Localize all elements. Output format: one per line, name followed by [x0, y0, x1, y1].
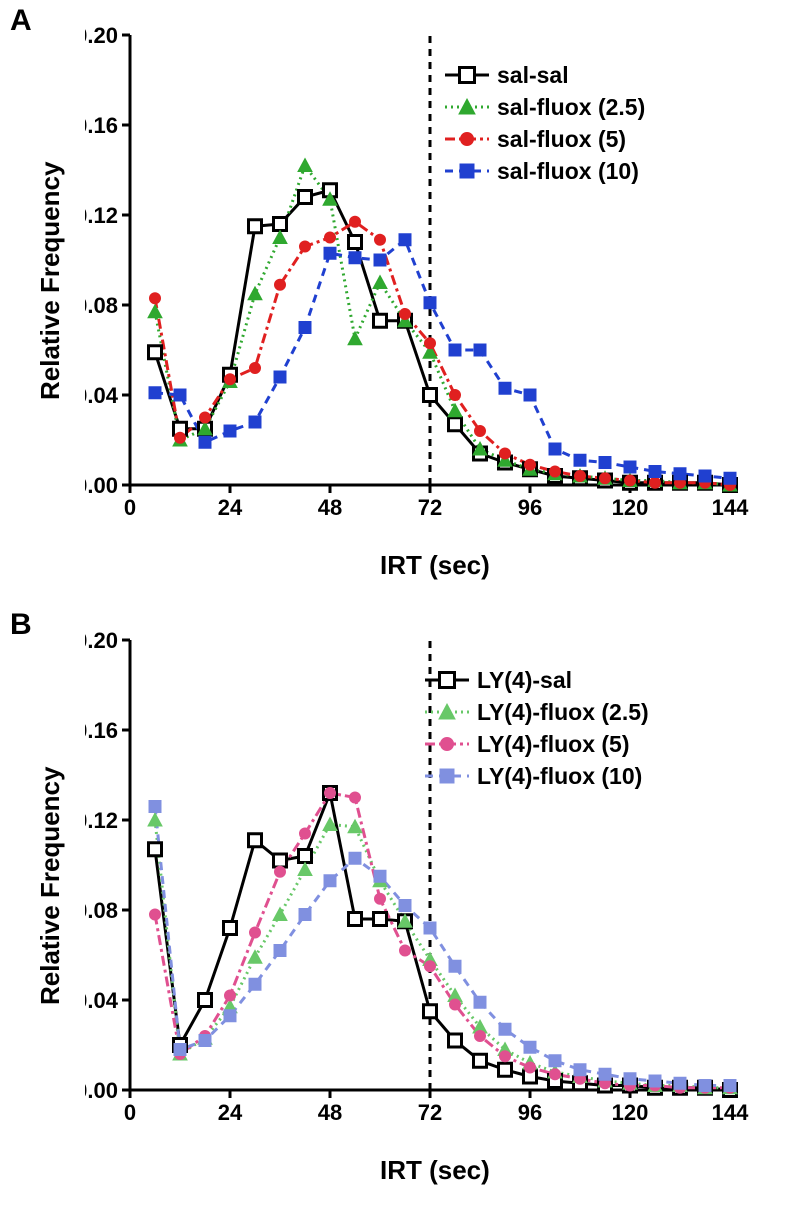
- panel-b-label: B: [10, 608, 32, 642]
- svg-text:24: 24: [218, 1100, 243, 1125]
- svg-text:0.16: 0.16: [85, 718, 118, 743]
- legend-label: sal-fluox (2.5): [497, 94, 645, 120]
- legend-label: LY(4)-sal: [477, 667, 572, 693]
- legend-label: sal-fluox (10): [497, 158, 639, 184]
- svg-text:0.16: 0.16: [85, 113, 118, 138]
- svg-text:0.12: 0.12: [85, 808, 118, 833]
- svg-text:24: 24: [218, 495, 243, 520]
- svg-text:0.00: 0.00: [85, 473, 118, 498]
- svg-text:0.08: 0.08: [85, 293, 118, 318]
- svg-text:0.04: 0.04: [85, 383, 119, 408]
- svg-text:0.20: 0.20: [85, 25, 118, 48]
- panel-a-xlabel: IRT (sec): [380, 550, 490, 581]
- svg-text:120: 120: [612, 495, 649, 520]
- legend-label: sal-sal: [497, 62, 569, 88]
- svg-text:0.12: 0.12: [85, 203, 118, 228]
- svg-text:0.08: 0.08: [85, 898, 118, 923]
- svg-text:72: 72: [418, 1100, 442, 1125]
- legend-label: LY(4)-fluox (10): [477, 763, 642, 789]
- panel-a-label: A: [10, 4, 32, 38]
- svg-text:0.20: 0.20: [85, 630, 118, 653]
- svg-text:144: 144: [712, 1100, 749, 1125]
- svg-text:96: 96: [518, 495, 542, 520]
- svg-text:96: 96: [518, 1100, 542, 1125]
- panel-b-ylabel: Relative Frequency: [35, 767, 66, 1005]
- panel-b-xlabel: IRT (sec): [380, 1155, 490, 1186]
- svg-text:0.04: 0.04: [85, 988, 119, 1013]
- figure: A Relative Frequency 0 24 48 72 96 120 144 0.00…: [0, 0, 806, 1206]
- svg-text:144: 144: [712, 495, 749, 520]
- svg-text:0: 0: [124, 1100, 136, 1125]
- panel-a-chart: 0 24 48 72 96 120 144 0.00 0.04 0.08 0.12 0.16 0.20 s…: [85, 25, 775, 555]
- svg-text:48: 48: [318, 495, 342, 520]
- panel-b-chart: 0 24 48 72 96 120 144 0.00 0.04 0.08 0.12 0.16 0.20 L…: [85, 630, 775, 1160]
- svg-text:0.00: 0.00: [85, 1078, 118, 1103]
- svg-text:72: 72: [418, 495, 442, 520]
- panel-a-ylabel: Relative Frequency: [35, 162, 66, 400]
- svg-text:48: 48: [318, 1100, 342, 1125]
- legend-label: sal-fluox (5): [497, 126, 626, 152]
- svg-text:0: 0: [124, 495, 136, 520]
- svg-text:120: 120: [612, 1100, 649, 1125]
- legend-label: LY(4)-fluox (2.5): [477, 699, 649, 725]
- legend-label: LY(4)-fluox (5): [477, 731, 630, 757]
